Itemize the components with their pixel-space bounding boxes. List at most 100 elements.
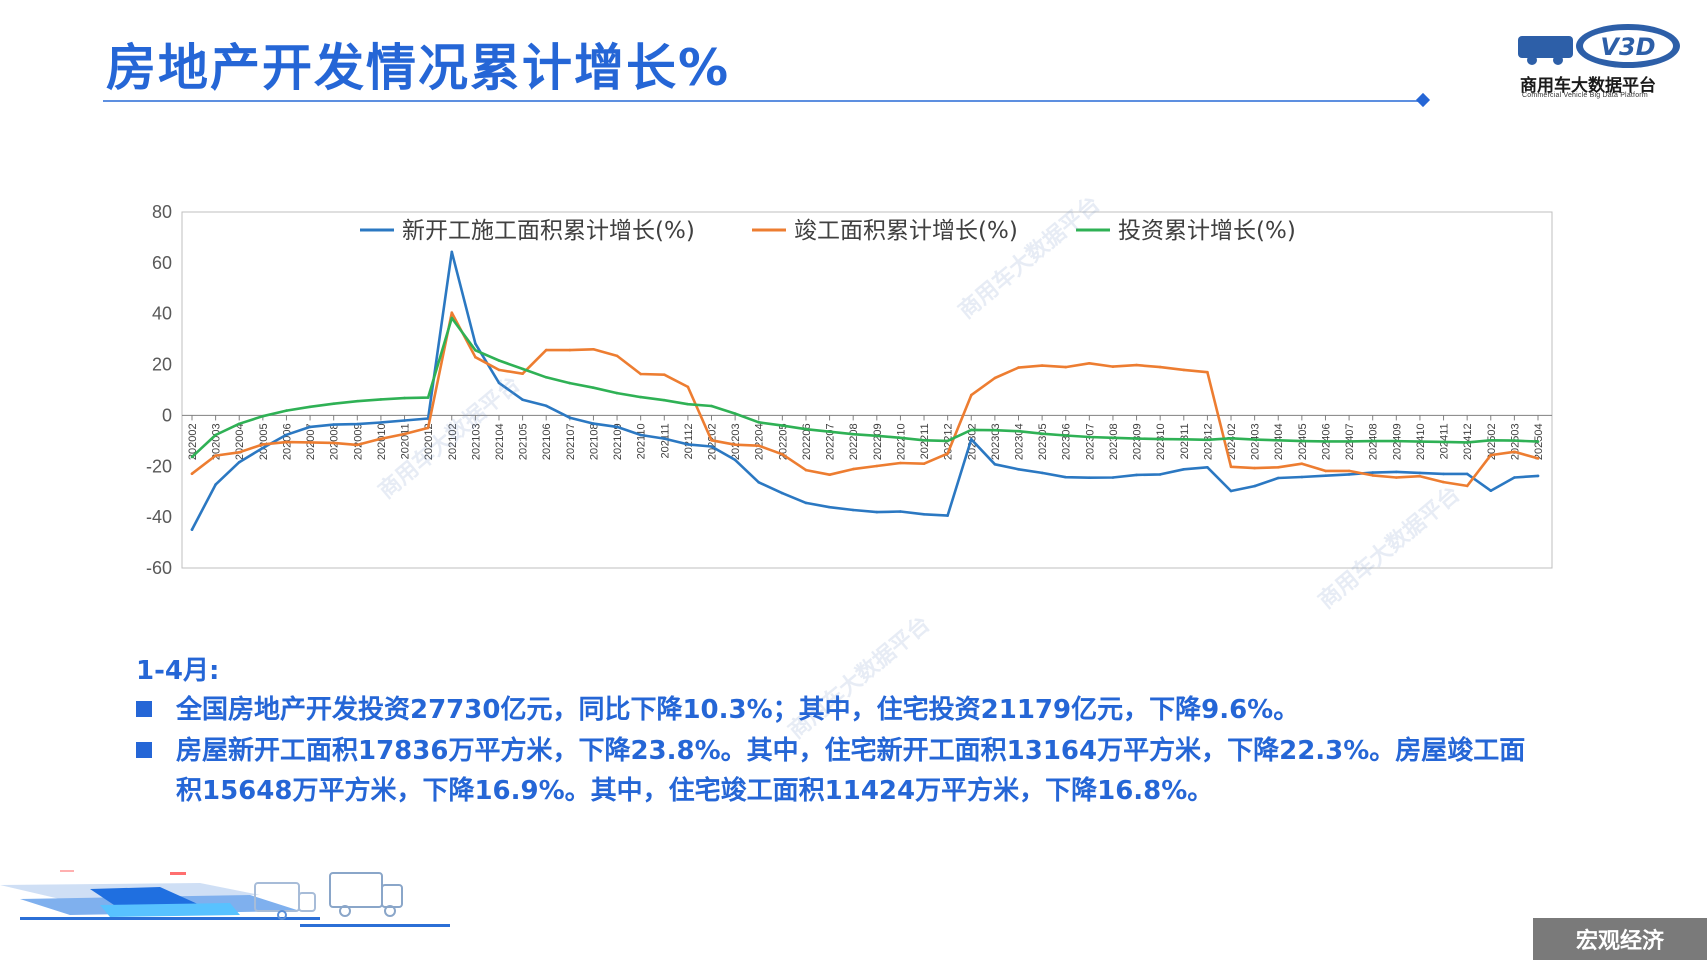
data-point [1513, 476, 1516, 479]
data-point [1206, 466, 1209, 469]
data-point [261, 446, 265, 450]
data-point [214, 483, 217, 486]
data-point [1465, 472, 1469, 476]
data-point [922, 513, 926, 516]
data-point [1040, 432, 1044, 435]
x-tick-label: 202107 [565, 423, 577, 460]
x-tick-label: 202105 [518, 423, 530, 460]
truck-icon [1518, 36, 1573, 58]
data-point [592, 386, 595, 389]
data-point [733, 458, 737, 462]
note-text: 全国房地产开发投资27730亿元，同比下降10.3%；其中，住宅投资21179亿… [176, 695, 1300, 725]
data-point [1324, 440, 1327, 443]
data-point [592, 422, 595, 425]
data-point [285, 409, 288, 412]
data-point [1064, 365, 1067, 369]
data-point [261, 414, 265, 418]
x-tick-label: 202502 [1486, 423, 1498, 460]
x-tick-label: 202305 [1037, 423, 1049, 460]
data-point [1465, 441, 1469, 444]
x-tick-label: 202102 [447, 423, 459, 460]
data-point [781, 424, 784, 427]
data-point [1489, 489, 1493, 493]
data-point [1088, 362, 1091, 365]
data-point [781, 453, 784, 456]
data-point [190, 472, 194, 476]
y-tick-label: -40 [146, 507, 172, 527]
data-point [497, 381, 501, 385]
data-point [1017, 366, 1020, 369]
data-point [1371, 471, 1374, 474]
data-point [1418, 440, 1422, 443]
logo-subtitle: Commercial Vehicle Big Data Platform [1522, 92, 1648, 99]
data-point [757, 481, 760, 484]
data-point [970, 428, 973, 432]
data-point [1513, 450, 1516, 454]
data-point [875, 464, 879, 468]
data-point [1418, 474, 1422, 478]
data-point [237, 451, 241, 454]
data-point [308, 425, 312, 429]
truck-icon [254, 882, 316, 920]
data-point [993, 376, 997, 380]
data-point [568, 416, 572, 419]
logo-mark: V3D [1600, 33, 1655, 61]
x-tick-label: 202404 [1273, 423, 1285, 460]
data-point [261, 443, 265, 446]
x-tick-label: 202204 [754, 423, 766, 460]
data-point [497, 359, 501, 362]
data-point [1158, 365, 1162, 369]
data-point [403, 396, 406, 400]
data-point [308, 405, 312, 409]
data-point [1158, 473, 1162, 476]
data-point [686, 402, 690, 406]
x-tick-label: 202112 [683, 423, 695, 459]
data-point [710, 439, 713, 442]
data-point [237, 422, 241, 426]
data-point [1064, 475, 1067, 479]
page-title: 房地产开发情况累计增长% [106, 39, 731, 97]
data-point [356, 399, 359, 403]
x-tick-label: 202004 [234, 423, 246, 460]
data-point [450, 250, 454, 254]
data-point [379, 398, 383, 401]
data-point [922, 439, 926, 442]
data-point [639, 395, 642, 399]
x-tick-label: 202108 [588, 423, 600, 460]
data-point [544, 348, 548, 352]
data-point [804, 468, 808, 472]
data-point [781, 491, 784, 495]
data-point [592, 348, 595, 351]
x-tick-label: 202110 [636, 423, 648, 459]
x-tick-label: 202308 [1108, 423, 1120, 460]
chart-container: 80 60 40 20 0 -20 -40 -60 202002 202003 202004 2020… [130, 200, 1560, 630]
data-point [828, 473, 831, 477]
data-point [1489, 439, 1493, 442]
y-tick-label: 60 [152, 253, 172, 273]
x-tick-label: 202009 [352, 423, 364, 460]
data-point [403, 432, 406, 436]
data-point [474, 355, 477, 359]
x-tick-label: 202206 [801, 423, 813, 460]
data-point [521, 398, 524, 401]
data-point [568, 348, 572, 352]
data-point [332, 441, 335, 445]
x-tick-label: 202205 [777, 423, 789, 460]
data-point [379, 437, 383, 441]
data-point [521, 372, 524, 375]
data-point [922, 462, 926, 466]
data-point [615, 425, 619, 429]
series-line-1 [190, 311, 1540, 488]
y-tick-label: -20 [146, 456, 172, 476]
x-tick-label: 202312 [1202, 423, 1214, 460]
data-point [993, 463, 997, 466]
x-tick-label: 202304 [1013, 423, 1025, 460]
x-tick-label: 202106 [541, 423, 553, 460]
data-point [1253, 438, 1256, 441]
data-point [1324, 469, 1327, 473]
x-tick-label: 202310 [1155, 423, 1167, 460]
data-point [639, 372, 642, 376]
x-tick-label: 202103 [470, 423, 482, 460]
data-point [1300, 462, 1304, 466]
data-point [474, 349, 477, 352]
